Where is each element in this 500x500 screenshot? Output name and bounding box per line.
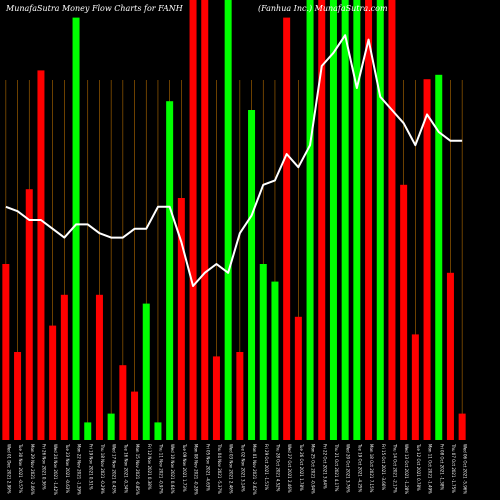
x-tick-label: Thu 11 Nov 2021 -0.97% [158, 443, 163, 494]
bar [131, 391, 139, 440]
x-tick-label: Fri 12 Nov 2021 0.38% [147, 444, 152, 490]
chart-title: MunafaSutra Money Flow Charts for FANH [5, 4, 184, 13]
x-tick-label: Thu 21 Oct 2021 4.17% [334, 443, 339, 492]
bar [423, 79, 431, 440]
bar [271, 281, 279, 440]
x-tick-label: Tue 09 Nov 2021 1.73% [182, 443, 187, 492]
x-tick-label: Mon 22 Nov 2021 -1.39% [77, 444, 82, 495]
x-tick-label: Wed 17 Nov 2021 0.43% [112, 444, 117, 494]
x-tick-label: Mon 25 Oct 2021 -0.94% [311, 444, 316, 494]
bar [376, 0, 384, 440]
x-tick-label: Tue 23 Nov 2021 -0.63% [65, 443, 70, 493]
x-tick-label: Wed 03 Nov 2021 2.46% [229, 444, 234, 494]
bar [25, 189, 33, 440]
x-tick-label: Thu 28 Oct 2021 4.52% [275, 443, 280, 492]
x-tick-label: Wed 06 Oct 2021 -5.96% [463, 444, 468, 494]
x-tick-label: Fri 22 Oct 2021 3.64% [322, 444, 327, 489]
bar [365, 0, 373, 440]
x-tick-label: Mon 08 Nov 2021 -0.28% [194, 444, 199, 495]
x-tick-label: Thu 04 Nov 2021 -5.37% [217, 443, 222, 494]
bar [37, 70, 45, 441]
x-tick-label: Tue 12 Oct 2021 0.78% [416, 443, 421, 491]
bar [388, 0, 396, 440]
bar [95, 294, 103, 440]
bar [446, 272, 454, 440]
bar [318, 0, 326, 440]
bar [212, 356, 220, 440]
bar [119, 365, 127, 440]
x-tick-label: Thu 07 Oct 2021 -1.75% [451, 443, 456, 493]
x-tick-label: Thu 18 Nov 2021 -0.29% [100, 443, 105, 494]
bar-series [2, 0, 466, 441]
x-tick-label: Tue 19 Oct 2021 -4.25% [357, 443, 362, 492]
bar [283, 17, 291, 440]
bar [294, 316, 302, 440]
x-tick-label: Tue 30 Nov 2021 -0.57% [18, 443, 23, 493]
bar [236, 352, 244, 440]
x-tick-label: Wed 13 Oct 2021 -1.28% [404, 444, 409, 494]
bar [306, 0, 314, 440]
x-tick-label: Mon 29 Nov 2021 -2.06% [30, 444, 35, 495]
bar [142, 303, 150, 440]
bar [201, 0, 209, 440]
bar [72, 17, 80, 440]
bar [49, 325, 57, 440]
bar [189, 0, 197, 440]
x-tick-label: Tue 16 Nov 2021 -0.34% [123, 443, 128, 493]
x-tick-label: Tue 02 Nov 2021 3.14% [240, 443, 245, 492]
x-tick-label: Thu 14 Oct 2021 -2.17% [392, 443, 397, 493]
bar [107, 413, 115, 440]
money-flow-line [5, 34, 463, 287]
x-tick-label: Fri 19 Nov 2021 0.51% [88, 444, 93, 490]
x-tick-label: Fri 29 Oct 2021 -1.51% [264, 444, 269, 490]
bar [154, 422, 162, 440]
x-tick-label: Wed 27 Oct 2021 2.46% [287, 444, 292, 493]
x-tick-label: Wed 01 Dec 2021 2.99% [6, 444, 11, 494]
x-tick-label: Fri 05 Nov 2021 -4.63% [205, 444, 210, 491]
bar [177, 198, 185, 440]
bar [224, 0, 232, 440]
bar [329, 0, 337, 440]
bar [458, 413, 466, 440]
bar [166, 101, 174, 440]
bar [14, 352, 22, 440]
bar [341, 0, 349, 440]
x-tick-label: Fri 08 Oct 2021 -1.38% [439, 444, 444, 490]
x-tick-label: Mon 18 Oct 2021 7.15% [369, 444, 374, 493]
bar [411, 334, 419, 440]
x-tick-label: Wed 24 Nov 2021 -1.42% [53, 444, 58, 495]
line-series [5, 34, 463, 287]
bar [60, 294, 68, 440]
bar [435, 74, 443, 441]
x-tick-label: Wed 10 Nov 2021 0.64% [170, 444, 175, 494]
x-tick-label: Mon 01 Nov 2021 -2.62% [252, 444, 257, 495]
bar [259, 264, 267, 440]
x-tick-label: Mon 15 Nov 2021 -0.85% [135, 444, 140, 495]
bar [353, 0, 361, 440]
x-tick-labels: Wed 01 Dec 2021 2.99% Tue 30 Nov 2021 -0.… [6, 443, 467, 495]
x-tick-label: Fri 15 Oct 2021 -3.66% [381, 444, 386, 490]
x-tick-label: Wed 20 Oct 2021 3.76% [346, 444, 351, 493]
x-tick-label: Mon 11 Oct 2021 -1.49% [428, 444, 433, 494]
bar [248, 110, 256, 440]
bar [84, 422, 92, 440]
bar [2, 264, 10, 440]
x-tick-label: Tue 26 Oct 2021 1.78% [299, 443, 304, 491]
x-tick-label: Fri 26 Nov 2021 0.36% [41, 444, 46, 490]
bar [400, 184, 408, 440]
chart-subtitle: (Fanhua Inc.) MunafaSutra.com [258, 4, 388, 13]
